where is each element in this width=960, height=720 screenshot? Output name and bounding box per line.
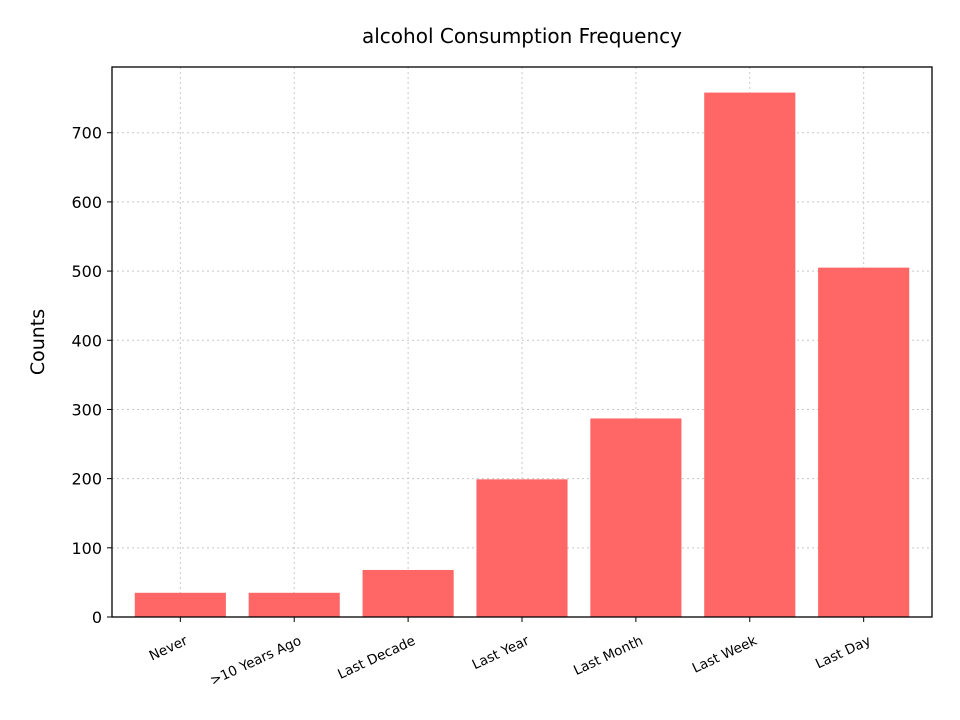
bar-5 xyxy=(704,92,796,618)
y-tick-label: 700 xyxy=(71,124,102,143)
y-tick-label: 500 xyxy=(71,262,102,281)
bar-3 xyxy=(476,479,568,617)
bar-0 xyxy=(134,592,226,617)
y-tick-label: 600 xyxy=(71,193,102,212)
y-tick-label: 0 xyxy=(92,608,102,627)
bar-2 xyxy=(362,569,454,617)
y-tick-label: 200 xyxy=(71,470,102,489)
y-axis: 0 100 200 300 400 500 600 700 xyxy=(71,124,112,627)
y-axis-label: Counts xyxy=(27,309,49,375)
y-tick-label: 300 xyxy=(71,400,102,419)
bars-layer xyxy=(134,92,910,618)
y-tick-label: 100 xyxy=(71,539,102,558)
bar-4 xyxy=(590,418,682,617)
bar-6 xyxy=(818,267,910,617)
y-tick-label: 400 xyxy=(71,331,102,350)
chart-title: alcohol Consumption Frequency xyxy=(362,24,682,48)
bar-1 xyxy=(248,592,340,617)
